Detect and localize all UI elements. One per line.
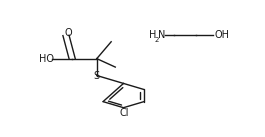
Text: Cl: Cl	[119, 109, 129, 119]
Text: OH: OH	[215, 30, 230, 40]
Text: O: O	[64, 28, 72, 38]
Text: H: H	[149, 30, 157, 40]
Text: N: N	[158, 30, 166, 40]
Text: S: S	[93, 71, 99, 81]
Text: 2: 2	[155, 37, 159, 43]
Text: HO: HO	[39, 54, 54, 64]
